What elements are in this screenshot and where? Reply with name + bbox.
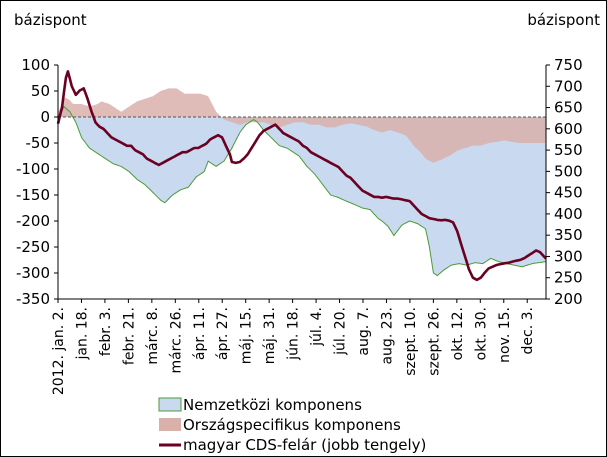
left-tick-label: 50 <box>31 82 50 100</box>
x-tick-label: aug. 7. <box>356 307 372 356</box>
x-tick-label: márc. 26. <box>168 307 184 374</box>
right-tick-label: 500 <box>554 162 583 180</box>
legend-label: magyar CDS-felár (jobb tengely) <box>183 436 426 454</box>
x-tick-label: 2012. jan. 2. <box>51 307 67 395</box>
left-tick-label: -100 <box>16 160 50 178</box>
right-tick-label: 200 <box>554 290 583 308</box>
right-tick-label: 400 <box>554 205 583 223</box>
right-tick-label: 350 <box>554 226 583 244</box>
legend-label: Országspecifikus komponens <box>183 416 401 434</box>
x-tick-label: febr. 3. <box>98 307 114 356</box>
right-tick-label: 650 <box>554 99 583 117</box>
right-tick-label: 700 <box>554 77 583 95</box>
nemzetkozi-line <box>57 105 547 277</box>
right-tick-label: 450 <box>554 184 583 202</box>
right-tick-label: 250 <box>554 269 583 287</box>
left-tick-label: -50 <box>26 134 51 152</box>
x-tick-label: szept. 26. <box>426 307 442 376</box>
orszagspecifikus-area <box>58 88 546 163</box>
x-tick-label: aug. 23. <box>379 307 395 365</box>
x-tick-label: ápr. 27. <box>215 307 231 360</box>
x-tick-label: nov. 15. <box>497 307 513 363</box>
left-tick-label: -350 <box>16 290 50 308</box>
x-tick-label: okt. 12. <box>450 307 466 360</box>
left-tick-label: 0 <box>40 108 50 126</box>
right-tick-label: 300 <box>554 247 583 265</box>
right-tick-label: 600 <box>554 120 583 138</box>
right-axis-unit: bázispont <box>527 11 600 29</box>
x-tick-label: máj. 31. <box>262 307 278 364</box>
left-tick-label: -150 <box>16 186 50 204</box>
cds-line <box>56 70 547 282</box>
legend-swatch-nemzetkozi <box>158 397 182 412</box>
right-tick-label: 750 <box>554 56 583 74</box>
right-tick-label: 550 <box>554 141 583 159</box>
x-tick-label: jan. 18. <box>74 307 90 361</box>
left-tick-label: -300 <box>16 264 50 282</box>
left-axis-unit: bázispont <box>14 11 87 29</box>
legend-swatch-orszagspecifikus <box>159 418 181 431</box>
left-tick-label: -250 <box>16 238 50 256</box>
x-tick-label: júl. 4. <box>309 307 325 347</box>
left-tick-label: 100 <box>21 56 50 74</box>
legend-label: Nemzetközi komponens <box>183 396 362 414</box>
x-tick-label: okt. 30. <box>473 307 489 360</box>
left-tick-label: -200 <box>16 212 50 230</box>
x-tick-label: febr. 21. <box>121 307 137 365</box>
x-tick-label: ápr. 11. <box>192 307 208 360</box>
x-tick-label: márc. 8. <box>145 307 161 365</box>
x-tick-label: dec. 3. <box>520 307 536 354</box>
x-tick-label: máj. 15. <box>239 307 255 364</box>
x-tick-label: szept. 10. <box>403 307 419 376</box>
x-tick-label: jún. 18. <box>286 307 302 361</box>
x-tick-label: júl. 20. <box>333 307 349 356</box>
